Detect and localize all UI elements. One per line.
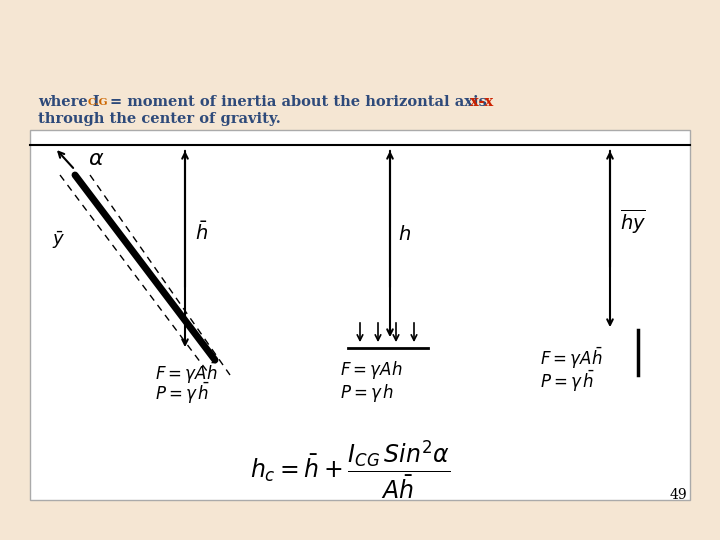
Text: $h$: $h$ <box>398 225 411 244</box>
Text: $\bar{y}$: $\bar{y}$ <box>52 230 66 251</box>
Text: $\overline{hy}$: $\overline{hy}$ <box>620 208 646 237</box>
Text: C.G: C.G <box>88 98 109 107</box>
Text: $F = \gamma A \bar{h}$: $F = \gamma A \bar{h}$ <box>540 346 603 371</box>
Text: 49: 49 <box>670 488 688 502</box>
Text: = moment of inertia about the horizontal axis: = moment of inertia about the horizontal… <box>110 95 492 109</box>
Text: $F = \gamma A h$: $F = \gamma A h$ <box>340 359 402 381</box>
Text: $F = \gamma A \bar{h}$: $F = \gamma A \bar{h}$ <box>155 361 217 386</box>
Text: $\alpha$: $\alpha$ <box>88 148 104 170</box>
Text: $h_c = \bar{h} + \dfrac{I_{CG}\,Sin^2\alpha}{A\bar{h}}$: $h_c = \bar{h} + \dfrac{I_{CG}\,Sin^2\al… <box>250 438 450 501</box>
Text: through the center of gravity.: through the center of gravity. <box>38 112 281 126</box>
Text: $P = \gamma\, h$: $P = \gamma\, h$ <box>340 382 395 404</box>
Text: where I: where I <box>38 95 99 109</box>
Text: x-x: x-x <box>470 95 493 109</box>
Text: $P = \gamma\,\bar{h}$: $P = \gamma\,\bar{h}$ <box>155 381 210 406</box>
Text: $P = \gamma\,\bar{h}$: $P = \gamma\,\bar{h}$ <box>540 369 595 394</box>
FancyBboxPatch shape <box>30 130 690 500</box>
Text: $\bar{h}$: $\bar{h}$ <box>195 221 208 244</box>
